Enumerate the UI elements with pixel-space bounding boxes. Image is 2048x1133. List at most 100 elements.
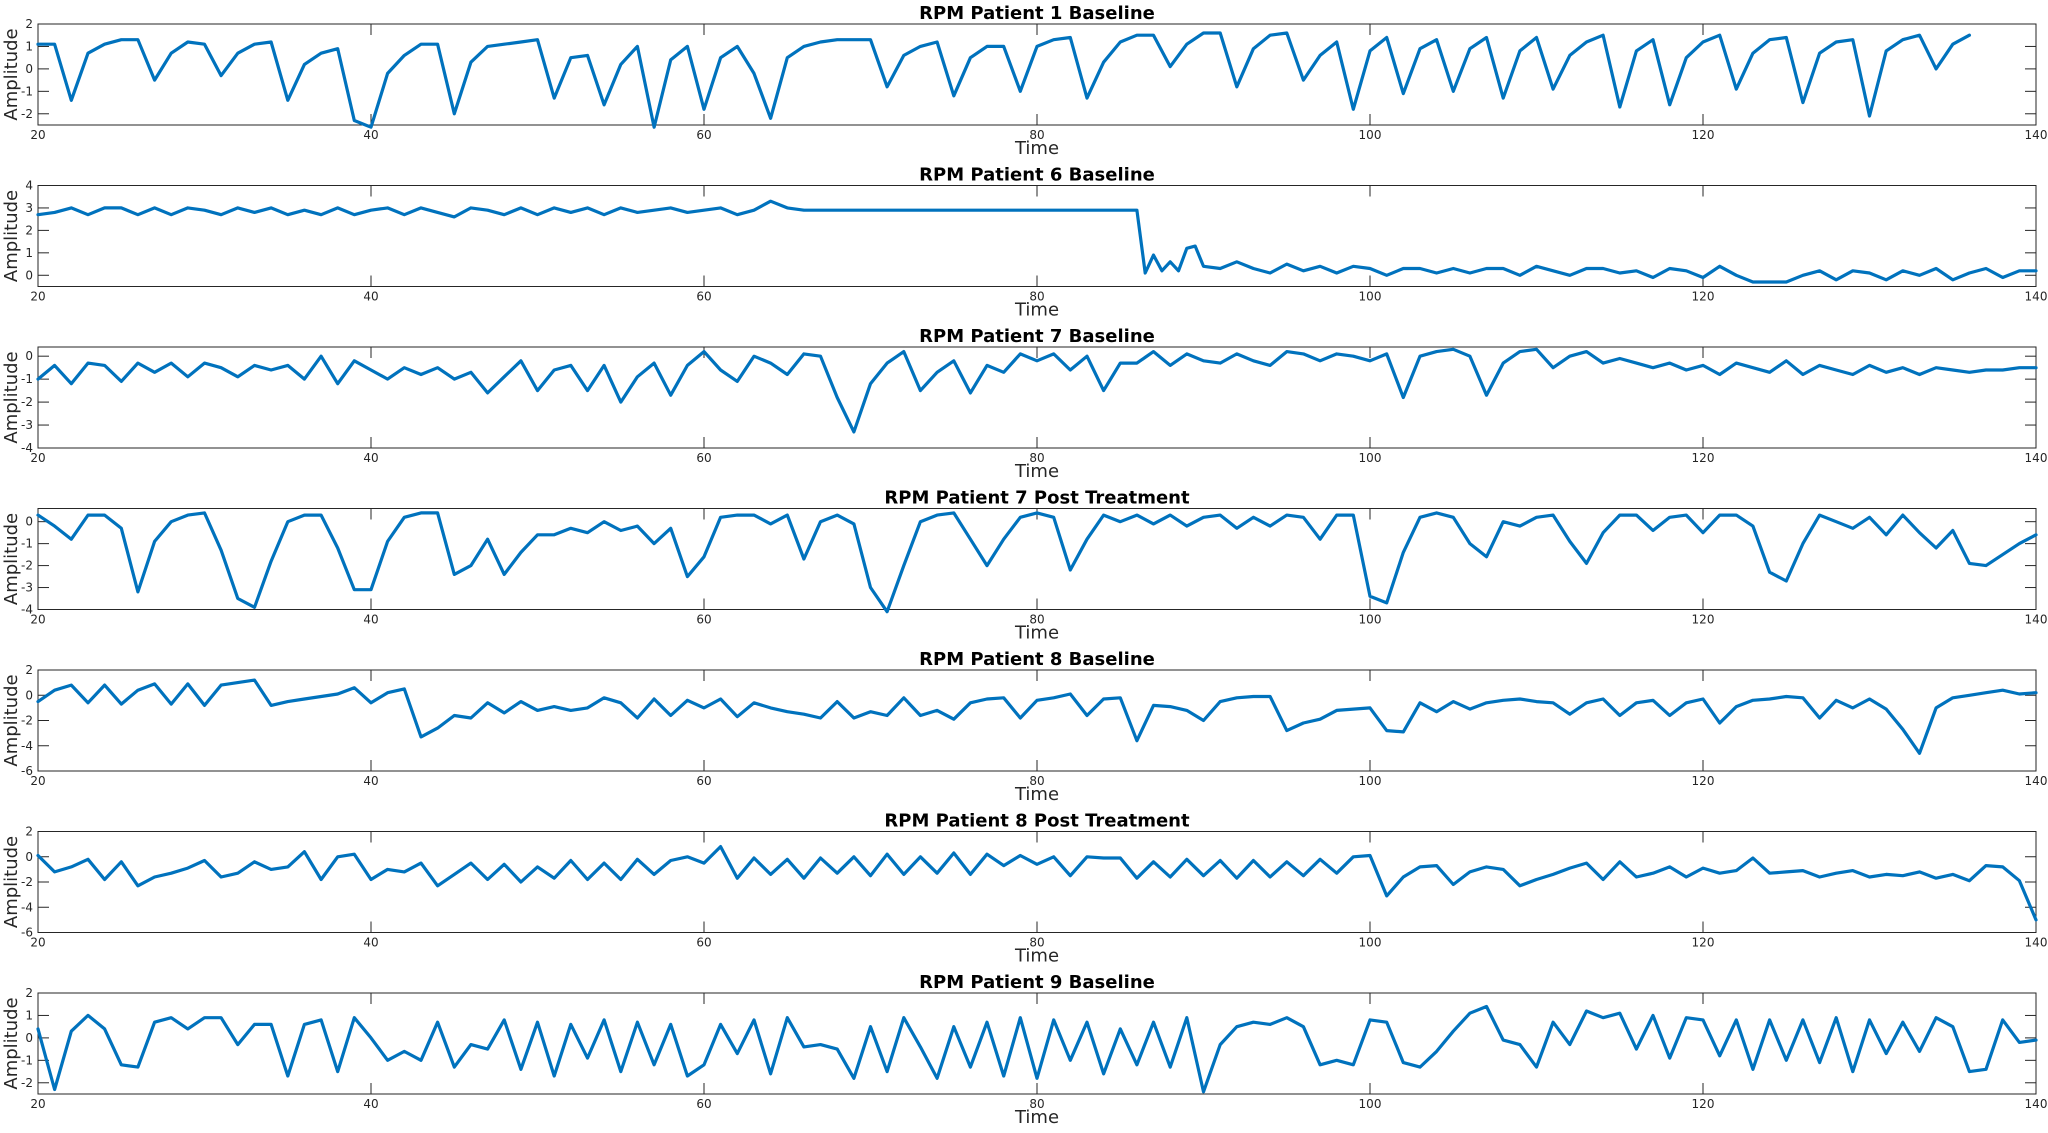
x-tick-label: 140	[2025, 290, 2048, 304]
x-tick-label: 20	[30, 128, 45, 142]
x-tick-label: 100	[1359, 128, 1382, 142]
x-axis-label: Time	[1014, 784, 1059, 805]
x-tick-label: 40	[363, 936, 378, 950]
x-tick-label: 120	[1692, 128, 1715, 142]
axes-box-2	[37, 185, 2037, 287]
y-tick-label: -3	[21, 581, 33, 595]
axes-box-6	[37, 831, 2037, 933]
axes-box-5	[37, 669, 2037, 772]
y-tick-label: 0	[25, 1031, 33, 1045]
y-axis-label: Amplitude	[1, 513, 22, 605]
x-tick-label: 80	[1029, 936, 1044, 950]
y-tick-label: -2	[21, 875, 33, 889]
x-tick-label: 100	[1359, 774, 1382, 788]
plot-title-3: RPM Patient 7 Baseline	[919, 326, 1155, 347]
y-tick-label: 3	[25, 201, 33, 215]
y-tick-label: 2	[25, 223, 33, 237]
x-tick-label: 120	[1692, 290, 1715, 304]
plot-title-6: RPM Patient 8 Post Treatment	[884, 811, 1190, 832]
x-tick-label: 40	[363, 1097, 378, 1111]
y-tick-label: -1	[21, 1053, 33, 1067]
series-line-5	[36, 678, 2038, 755]
x-axis-label: Time	[1014, 461, 1059, 482]
series-line-6	[36, 844, 2038, 922]
x-tick-label: 80	[1029, 451, 1044, 465]
y-tick-label: 0	[25, 688, 33, 702]
x-tick-label: 100	[1359, 936, 1382, 950]
x-tick-label: 100	[1359, 1097, 1382, 1111]
x-tick-label: 120	[1692, 936, 1715, 950]
x-tick-label: 80	[1029, 290, 1044, 304]
y-axis-label: Amplitude	[1, 190, 22, 282]
y-tick-label: -1	[21, 372, 33, 386]
y-tick-label: -2	[21, 1076, 33, 1090]
x-tick-label: 100	[1359, 613, 1382, 627]
x-tick-label: 20	[30, 290, 45, 304]
x-tick-label: 80	[1029, 774, 1044, 788]
y-tick-label: -3	[21, 418, 33, 432]
axes-box-4	[37, 508, 2037, 610]
y-axis-label: Amplitude	[1, 28, 22, 120]
x-axis-label: Time	[1014, 946, 1059, 967]
x-axis-label: Time	[1014, 138, 1059, 159]
series-line-7	[36, 1004, 2038, 1094]
y-tick-label: -1	[21, 84, 33, 98]
x-axis-label: Time	[1014, 1107, 1059, 1128]
y-tick-label: 1	[25, 1008, 33, 1022]
x-tick-label: 60	[696, 451, 711, 465]
plot-title-5: RPM Patient 8 Baseline	[919, 649, 1155, 670]
x-tick-label: 60	[696, 1097, 711, 1111]
y-tick-label: -6	[21, 926, 33, 940]
x-tick-label: 120	[1692, 1097, 1715, 1111]
x-tick-label: 60	[696, 774, 711, 788]
plot-title-4: RPM Patient 7 Post Treatment	[884, 488, 1190, 509]
plot-title-1: RPM Patient 1 Baseline	[919, 3, 1155, 24]
x-tick-label: 100	[1359, 451, 1382, 465]
y-tick-label: -2	[21, 559, 33, 573]
x-axis-label: Time	[1014, 623, 1059, 644]
x-tick-label: 40	[363, 290, 378, 304]
y-tick-label: 0	[25, 850, 33, 864]
series-line-3	[36, 347, 2038, 434]
x-tick-label: 20	[30, 1097, 45, 1111]
x-tick-label: 20	[30, 613, 45, 627]
x-axis-label: Time	[1014, 300, 1059, 321]
y-tick-label: 0	[25, 349, 33, 363]
y-tick-label: 4	[25, 179, 33, 193]
y-tick-label: -4	[21, 441, 33, 455]
y-tick-label: 2	[25, 17, 33, 31]
axes-box-1	[37, 23, 2037, 126]
y-tick-label: 0	[25, 515, 33, 529]
y-tick-label: -4	[21, 900, 33, 914]
x-tick-label: 140	[2025, 774, 2048, 788]
y-axis-label: Amplitude	[1, 836, 22, 928]
x-tick-label: 20	[30, 774, 45, 788]
x-tick-label: 40	[363, 128, 378, 142]
y-tick-label: -2	[21, 395, 33, 409]
x-tick-label: 60	[696, 613, 711, 627]
x-tick-label: 60	[696, 290, 711, 304]
x-tick-label: 20	[30, 936, 45, 950]
x-tick-label: 140	[2025, 613, 2048, 627]
x-tick-label: 140	[2025, 936, 2048, 950]
y-tick-label: -2	[21, 714, 33, 728]
x-tick-label: 60	[696, 128, 711, 142]
x-tick-label: 40	[363, 774, 378, 788]
x-tick-label: 100	[1359, 290, 1382, 304]
plot-title-2: RPM Patient 6 Baseline	[919, 165, 1155, 186]
y-axis-label: Amplitude	[1, 674, 22, 766]
series-line-2	[36, 199, 2038, 284]
y-tick-label: 1	[25, 246, 33, 260]
y-tick-label: 2	[25, 825, 33, 839]
y-tick-label: 1	[25, 39, 33, 53]
x-tick-label: 140	[2025, 128, 2048, 142]
y-tick-label: 0	[25, 268, 33, 282]
x-tick-label: 80	[1029, 1097, 1044, 1111]
y-tick-label: -2	[21, 107, 33, 121]
series-line-4	[36, 511, 2038, 614]
x-tick-label: 40	[363, 613, 378, 627]
x-tick-label: 80	[1029, 128, 1044, 142]
y-tick-label: -4	[21, 603, 33, 617]
x-tick-label: 120	[1692, 613, 1715, 627]
x-tick-label: 80	[1029, 613, 1044, 627]
